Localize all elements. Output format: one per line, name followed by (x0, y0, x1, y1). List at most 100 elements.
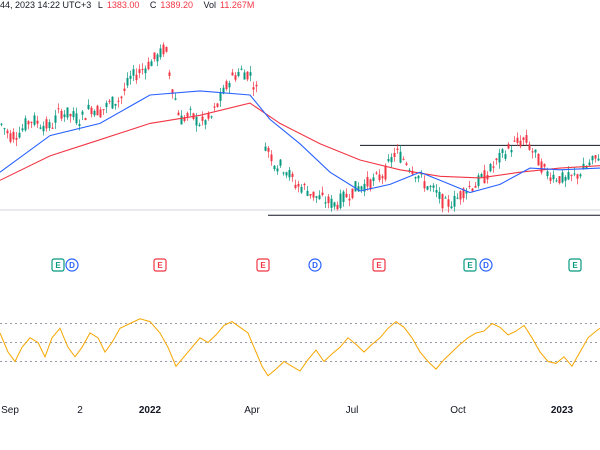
svg-text:E: E (376, 261, 382, 270)
candle (270, 150, 273, 166)
candle (186, 111, 189, 121)
candle (375, 171, 378, 175)
candle (567, 166, 570, 181)
candle (570, 174, 573, 182)
dividend-badge-7[interactable]: D (479, 258, 493, 272)
candle (345, 188, 348, 198)
candle (168, 69, 171, 80)
candle (429, 184, 432, 192)
candle (204, 119, 207, 130)
candle (159, 44, 162, 60)
candle (594, 154, 597, 163)
earnings-badge-6[interactable]: E (463, 258, 477, 272)
candle (519, 135, 522, 149)
candle (420, 170, 423, 178)
candle (123, 82, 126, 96)
candle (528, 141, 531, 151)
candle (171, 88, 174, 99)
candle (474, 182, 477, 188)
candle (45, 116, 48, 132)
candle (42, 121, 45, 136)
candle (561, 169, 564, 184)
candle (348, 193, 351, 207)
candle (372, 173, 375, 187)
candle (492, 161, 495, 173)
candle (387, 154, 390, 163)
header-low: L 1383.00 (98, 0, 144, 10)
candle (450, 201, 453, 210)
candle (3, 127, 6, 135)
svg-text:E: E (260, 261, 266, 270)
candle (156, 52, 159, 67)
candle (108, 99, 111, 105)
candle (102, 109, 105, 115)
price-pane (0, 42, 600, 216)
candle (339, 189, 342, 210)
candle (288, 166, 291, 181)
candle (579, 173, 582, 179)
candle (309, 193, 312, 199)
dividend-badge-1[interactable]: D (65, 258, 79, 272)
svg-text:D: D (312, 261, 318, 270)
header-low-label: L (97, 0, 103, 10)
candle (597, 154, 600, 162)
candle (246, 71, 249, 82)
x-tick-label: Oct (450, 405, 466, 416)
earnings-badge-0[interactable]: E (51, 258, 65, 272)
candle (552, 170, 555, 183)
candle (294, 179, 297, 190)
svg-text:D: D (483, 261, 489, 270)
candle (150, 59, 153, 67)
candle (120, 95, 123, 105)
candle (18, 126, 21, 139)
earnings-badge-5[interactable]: E (372, 258, 386, 272)
candle (549, 172, 552, 185)
candle (381, 174, 384, 185)
svg-text:E: E (467, 261, 473, 270)
candle (201, 111, 204, 126)
candle (75, 107, 78, 125)
earnings-badge-8[interactable]: E (568, 258, 582, 272)
candle (141, 63, 144, 75)
earnings-badge-3[interactable]: E (256, 258, 270, 272)
candle (6, 128, 9, 139)
header-close-value: 1389.20 (160, 0, 193, 10)
candle (93, 109, 96, 118)
candle (540, 158, 543, 175)
candle (276, 165, 279, 175)
candle (435, 184, 438, 198)
candle (132, 65, 135, 82)
candle (453, 190, 456, 212)
candle (48, 119, 51, 131)
candle (297, 180, 300, 193)
candle (99, 106, 102, 119)
candle (273, 164, 276, 172)
candle (399, 145, 402, 164)
candle (81, 110, 84, 120)
earnings-badge-2[interactable]: E (153, 258, 167, 272)
candle (30, 121, 33, 128)
candle (252, 81, 255, 97)
dividend-badge-4[interactable]: D (308, 258, 322, 272)
candle (555, 177, 558, 183)
candle (21, 124, 24, 133)
candle (408, 167, 411, 174)
candle (117, 97, 120, 108)
header-close-label: C (149, 0, 157, 10)
candle (105, 100, 108, 114)
candle (321, 186, 324, 197)
candle (591, 155, 594, 165)
candle (537, 153, 540, 166)
candle (327, 193, 330, 209)
candle (504, 150, 507, 162)
header-volume: Vol 11.267M (203, 0, 258, 10)
candle (330, 195, 333, 212)
candle (138, 64, 141, 79)
candle (516, 132, 519, 146)
oscillator-line (0, 318, 600, 377)
candle (210, 115, 213, 120)
svg-text:E: E (157, 261, 163, 270)
candle (240, 65, 243, 71)
